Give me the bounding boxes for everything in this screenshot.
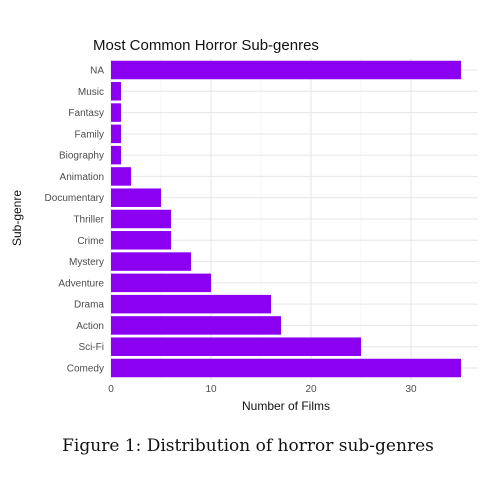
x-tick-label: 0: [108, 384, 114, 395]
bar-sci-fi: [111, 337, 361, 356]
x-tick-label: 10: [205, 384, 217, 395]
bar-music: [111, 82, 121, 101]
bar-crime: [111, 231, 171, 250]
bar-adventure: [111, 273, 211, 293]
bar-fantasy: [111, 103, 121, 122]
bar-family: [111, 124, 121, 144]
y-tick-label: Drama: [74, 300, 104, 311]
figure-caption: Figure 1: Distribution of horror sub-gen…: [62, 436, 434, 456]
y-tick-labels: Comedy Sci-Fi Action Drama Adventure Mystery C…: [45, 66, 105, 375]
y-tick-label: Comedy: [67, 364, 104, 375]
x-axis-title: Number of Films: [242, 399, 330, 413]
y-tick-label: Adventure: [58, 278, 104, 289]
bar-thriller: [111, 209, 171, 229]
y-tick-label: Family: [75, 129, 104, 140]
y-tick-label: NA: [90, 66, 104, 77]
chart-title: Most Common Horror Sub-genres: [93, 37, 319, 54]
y-tick-label: Fantasy: [68, 108, 104, 119]
y-tick-label: Documentary: [45, 193, 104, 204]
y-tick-label: Thriller: [73, 215, 104, 226]
bar-chart: Comedy Sci-Fi Action Drama Adventure Mystery C…: [10, 37, 478, 413]
bars: [111, 60, 461, 378]
bar-action: [111, 316, 281, 335]
x-tick-labels: 0 10 20 30: [108, 384, 417, 395]
y-tick-label: Sci-Fi: [78, 342, 104, 353]
y-tick-label: Music: [78, 87, 104, 98]
bar-biography: [111, 145, 121, 165]
bar-documentary: [111, 188, 161, 207]
bar-mystery: [111, 252, 191, 271]
bar-na: [111, 60, 461, 80]
y-tick-label: Crime: [77, 236, 104, 247]
bar-comedy: [111, 358, 461, 378]
x-tick-label: 30: [405, 384, 417, 395]
x-tick-label: 20: [305, 384, 317, 395]
y-tick-label: Mystery: [69, 257, 104, 268]
y-tick-label: Animation: [60, 172, 104, 183]
y-axis-title: Sub-genre: [10, 190, 24, 246]
y-tick-label: Action: [76, 321, 104, 332]
bar-animation: [111, 167, 131, 186]
bar-drama: [111, 294, 271, 314]
y-tick-label: Biography: [59, 151, 104, 162]
